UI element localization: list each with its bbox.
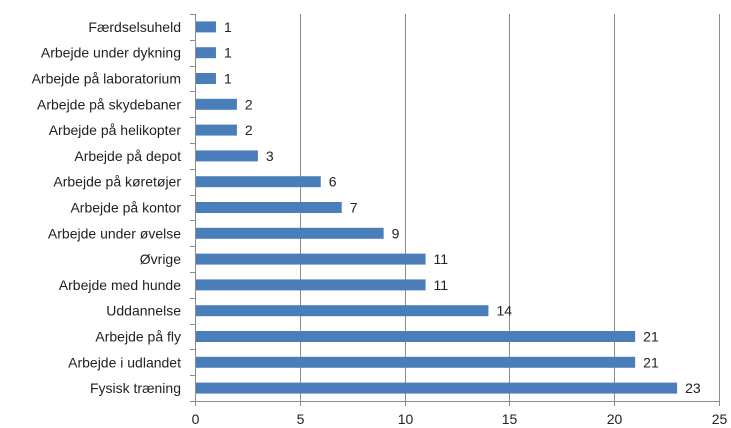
x-tick-label: 25 [712,411,728,427]
category-label: Arbejde under dykning [41,45,181,61]
data-label: 1 [224,19,232,35]
bar-12 [196,331,636,342]
data-label: 11 [434,251,449,267]
category-label: Færdselsuheld [88,19,181,35]
bar-13 [196,356,636,368]
data-label: 23 [685,380,701,396]
category-label: Arbejde under øvelse [48,225,181,241]
category-label: Uddannelse [106,303,181,319]
category-label: Arbejde med hunde [59,277,181,293]
category-label: Arbejde på skydebaner [37,96,181,112]
bar-8 [196,227,384,239]
bar-4 [196,124,237,136]
bar-7 [196,202,342,213]
category-label: Arbejde på laboratorium [32,71,181,87]
category-label: Arbejde på helikopter [49,122,182,138]
category-label: Arbejde på køretøjer [53,174,181,190]
data-label: 21 [643,329,659,345]
labels: 0 5 10 15 20 25 Færdselsuheld 1 Arbejde under dy… [32,19,728,427]
bar-1 [196,47,216,59]
bar-14 [196,382,678,394]
data-label: 1 [224,45,232,61]
bar-6 [196,176,321,188]
bar-11 [196,305,489,317]
data-label: 7 [350,200,358,216]
x-tick-label: 20 [607,411,623,427]
x-tick-label: 15 [502,411,518,427]
data-label: 9 [392,225,400,241]
bar-9 [196,253,426,265]
x-tick-label: 10 [398,411,414,427]
x-tick-label: 0 [192,411,200,427]
bar-0 [196,21,216,33]
bar-10 [196,279,426,291]
bar-3 [196,98,237,110]
data-label: 21 [643,354,659,370]
data-label: 3 [266,148,274,164]
bars [196,21,678,394]
category-label: Fysisk træning [90,380,181,396]
category-label: Arbejde på depot [74,148,181,164]
data-label: 1 [224,71,232,87]
data-label: 6 [329,174,337,190]
bar-2 [196,73,216,84]
data-label: 2 [245,96,253,112]
axes [190,14,720,406]
data-label: 11 [434,277,449,293]
category-label: Arbejde på fly [95,329,181,345]
category-label: Arbejde i udlandet [68,354,181,370]
data-label: 14 [496,303,512,319]
bar-5 [196,150,258,162]
data-label: 2 [245,122,253,138]
x-tick-label: 5 [297,411,305,427]
category-label: Arbejde på kontor [70,200,181,216]
category-label: Øvrige [140,251,181,267]
